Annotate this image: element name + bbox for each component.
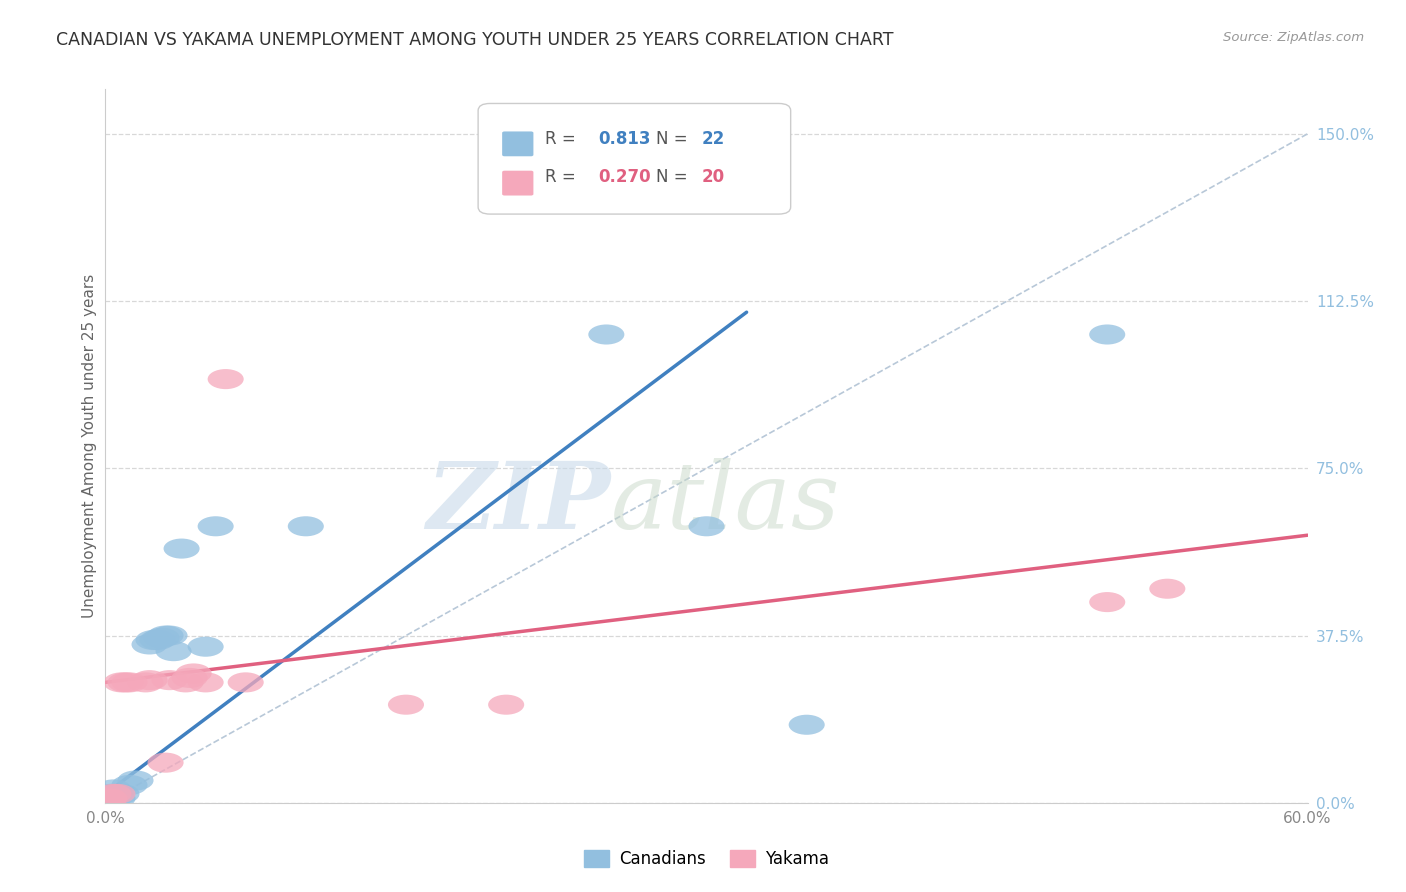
Ellipse shape (198, 516, 233, 536)
Ellipse shape (176, 664, 212, 683)
Ellipse shape (187, 637, 224, 657)
Ellipse shape (132, 670, 167, 690)
Text: 22: 22 (702, 130, 725, 148)
Text: 20: 20 (702, 168, 725, 186)
Ellipse shape (148, 625, 184, 646)
Ellipse shape (91, 789, 128, 808)
Y-axis label: Unemployment Among Youth under 25 years: Unemployment Among Youth under 25 years (82, 274, 97, 618)
Ellipse shape (152, 625, 187, 646)
FancyBboxPatch shape (478, 103, 790, 214)
Text: 0.270: 0.270 (599, 168, 651, 186)
Ellipse shape (152, 670, 187, 690)
Ellipse shape (93, 784, 129, 804)
Ellipse shape (1090, 592, 1125, 612)
Ellipse shape (139, 630, 176, 650)
Ellipse shape (228, 673, 264, 692)
Ellipse shape (388, 695, 425, 714)
Ellipse shape (107, 673, 143, 692)
Text: N =: N = (657, 130, 693, 148)
Text: atlas: atlas (610, 458, 839, 548)
Text: R =: R = (546, 168, 582, 186)
Ellipse shape (1149, 579, 1185, 599)
Text: N =: N = (657, 168, 693, 186)
Ellipse shape (111, 673, 148, 692)
Ellipse shape (132, 634, 167, 655)
Ellipse shape (96, 784, 132, 804)
Ellipse shape (488, 695, 524, 714)
Ellipse shape (167, 673, 204, 692)
Ellipse shape (104, 673, 139, 692)
FancyBboxPatch shape (502, 170, 533, 195)
Ellipse shape (91, 789, 128, 808)
Text: 0.813: 0.813 (599, 130, 651, 148)
Ellipse shape (135, 630, 172, 650)
Ellipse shape (789, 714, 825, 735)
Ellipse shape (128, 673, 163, 692)
Ellipse shape (588, 325, 624, 344)
Ellipse shape (1090, 325, 1125, 344)
Ellipse shape (163, 539, 200, 558)
Ellipse shape (187, 673, 224, 692)
Ellipse shape (143, 628, 180, 648)
Ellipse shape (208, 369, 243, 389)
Text: CANADIAN VS YAKAMA UNEMPLOYMENT AMONG YOUTH UNDER 25 YEARS CORRELATION CHART: CANADIAN VS YAKAMA UNEMPLOYMENT AMONG YO… (56, 31, 894, 49)
Ellipse shape (100, 784, 135, 804)
Legend: Canadians, Yakama: Canadians, Yakama (575, 842, 838, 877)
FancyBboxPatch shape (502, 131, 533, 156)
Ellipse shape (172, 668, 208, 688)
Ellipse shape (100, 789, 135, 808)
Ellipse shape (118, 771, 153, 790)
Ellipse shape (689, 516, 724, 536)
Text: R =: R = (546, 130, 582, 148)
Ellipse shape (148, 753, 184, 772)
Text: Source: ZipAtlas.com: Source: ZipAtlas.com (1223, 31, 1364, 45)
Ellipse shape (104, 784, 139, 804)
Ellipse shape (96, 780, 132, 799)
Text: ZIP: ZIP (426, 458, 610, 548)
Ellipse shape (111, 775, 148, 795)
Ellipse shape (156, 641, 191, 661)
Ellipse shape (288, 516, 323, 536)
